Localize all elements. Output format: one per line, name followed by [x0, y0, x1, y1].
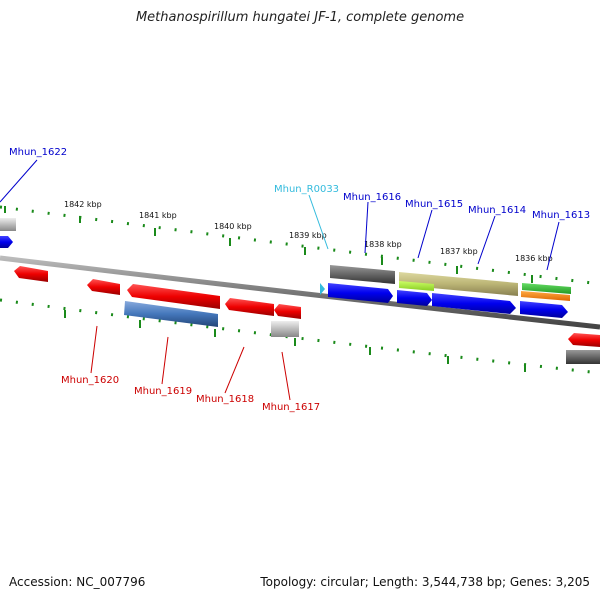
tick-label: 1839 kbp — [289, 231, 327, 240]
gene-label-mhun-1617[interactable]: Mhun_1617 — [262, 402, 320, 413]
genome-title: Methanospirillum hungatei JF-1, complete… — [135, 10, 465, 25]
gene-feature-mhun-1618[interactable] — [225, 298, 274, 316]
gene-feature-mhun-1620[interactable] — [87, 279, 120, 295]
genome-backbone — [0, 255, 600, 330]
gene-feature[interactable] — [399, 281, 434, 291]
tick-label: 1838 kbp — [364, 240, 402, 249]
gene-feature-mhun-1613[interactable] — [522, 283, 571, 294]
tick-label: 1841 kbp — [139, 211, 177, 220]
gene-feature-mhun-1614[interactable] — [399, 272, 518, 296]
gene-labels: Mhun_1622 Mhun_R0033 Mhun_1616 Mhun_1615… — [9, 147, 590, 413]
upper-tick-row — [0, 205, 600, 286]
lower-tick-row — [0, 298, 600, 375]
gene-feature[interactable] — [520, 301, 568, 318]
gene-feature[interactable] — [568, 333, 600, 347]
tick-label: 1840 kbp — [214, 222, 252, 231]
gene-label-mhun-1622[interactable]: Mhun_1622 — [9, 147, 67, 158]
tick-labels: 1842 kbp 1841 kbp 1840 kbp 1839 kbp 1838… — [64, 200, 553, 263]
gene-feature-mhun-1619[interactable] — [127, 284, 220, 309]
accession-text: Accession: NC_007796 — [9, 575, 146, 589]
tick-label: 1836 kbp — [515, 254, 553, 263]
gene-feature-mhun-1616[interactable] — [328, 283, 393, 303]
genome-summary-text: Topology: circular; Length: 3,544,738 bp… — [260, 575, 590, 589]
gene-label-mhun-1620[interactable]: Mhun_1620 — [61, 375, 119, 386]
gene-label-mhun-1616[interactable]: Mhun_1616 — [343, 192, 401, 203]
gene-feature-mhun-1615[interactable] — [397, 290, 432, 306]
gene-feature[interactable] — [521, 291, 570, 301]
gene-feature[interactable] — [274, 304, 301, 319]
gene-feature[interactable] — [0, 236, 13, 248]
gene-feature[interactable] — [0, 218, 16, 231]
gene-label-mhun-1613[interactable]: Mhun_1613 — [532, 210, 590, 221]
gene-feature[interactable] — [566, 350, 600, 364]
gene-feature-mhun-1617[interactable] — [271, 321, 299, 337]
rna-feature-mhun-r0033[interactable] — [320, 283, 325, 295]
gene-label-mhun-1618[interactable]: Mhun_1618 — [196, 394, 254, 405]
gene-feature[interactable] — [14, 266, 48, 282]
gene-label-mhun-1614[interactable]: Mhun_1614 — [468, 205, 526, 216]
gene-feature[interactable] — [432, 293, 516, 314]
gene-label-mhun-1619[interactable]: Mhun_1619 — [134, 386, 192, 397]
tick-label: 1837 kbp — [440, 247, 478, 256]
label-leader-lines — [0, 159, 560, 401]
gene-label-mhun-1615[interactable]: Mhun_1615 — [405, 199, 463, 210]
tick-label: 1842 kbp — [64, 200, 102, 209]
gene-feature[interactable] — [124, 301, 218, 327]
gene-label-mhun-r0033[interactable]: Mhun_R0033 — [274, 184, 339, 195]
gene-feature[interactable] — [330, 265, 395, 284]
